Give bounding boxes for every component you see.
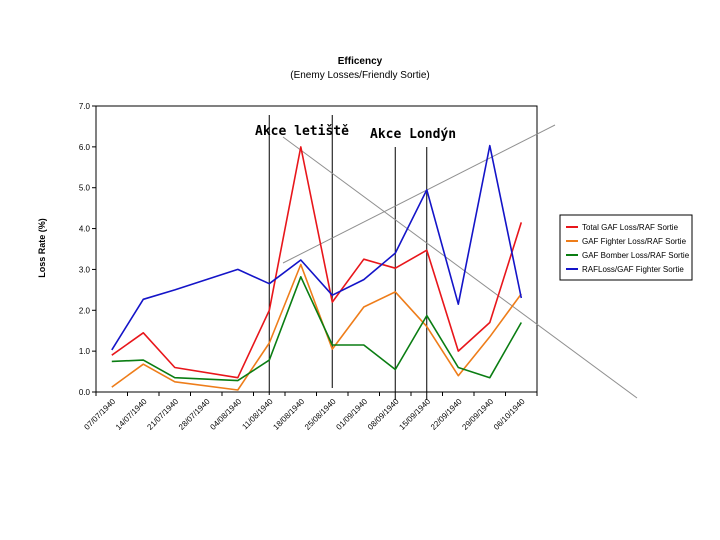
x-tick-label: 08/09/1940 [366,397,401,432]
series-line-3 [111,275,522,382]
y-tick-label: 2.0 [79,306,91,315]
x-tick-label: 25/08/1940 [303,397,338,432]
x-tick-label: 29/09/1940 [460,397,495,432]
y-tick-label: 6.0 [79,143,91,152]
x-tick-label: 14/07/1940 [114,397,149,432]
legend-label: RAFLoss/GAF Fighter Sortie [582,265,684,274]
series-lines [111,144,523,391]
x-tick-label: 22/09/1940 [429,397,464,432]
x-tick-label: 01/09/1940 [334,397,369,432]
legend-label: GAF Fighter Loss/RAF Sortie [582,237,687,246]
legend-label: GAF Bomber Loss/RAF Sortie [582,251,690,260]
trend-lines [282,124,638,399]
y-tick-label: 7.0 [79,102,91,111]
chart-subtitle: (Enemy Losses/Friendly Sortie) [290,70,430,81]
plot-area-border [95,105,538,393]
chart-title: Efficency [338,56,383,67]
y-tick-label: 0.0 [79,388,91,397]
trend-line-falling [282,136,638,399]
x-tick-label: 18/08/1940 [271,397,306,432]
annotation-akce-londyn: Akce Londýn [370,127,456,142]
x-tick-label: 07/07/1940 [82,397,117,432]
axes [95,105,538,393]
x-ticks: 07/07/194014/07/194021/07/194028/07/1940… [82,392,538,432]
x-tick-label: 06/10/1940 [492,397,527,432]
annotation-akce-letiste: Akce letiště [255,124,349,139]
y-tick-label: 3.0 [79,265,91,274]
series-line-4 [111,144,523,351]
y-tick-label: 4.0 [79,225,91,234]
x-tick-label: 28/07/1940 [177,397,212,432]
y-tick-label: 5.0 [79,184,91,193]
series-line-2 [111,263,522,391]
x-tick-label: 21/07/1940 [145,397,180,432]
legend-box [559,214,693,281]
legend-label: Total GAF Loss/RAF Sortie [582,223,679,232]
series-line-1 [111,146,523,379]
x-tick-label: 04/08/1940 [208,397,243,432]
y-tick-label: 1.0 [79,347,91,356]
legend: Total GAF Loss/RAF Sortie GAF Fighter Los… [559,214,693,281]
x-tick-label: 11/08/1940 [240,397,275,432]
trend-line-rising [282,124,556,264]
y-ticks: 0.0 1.0 2.0 3.0 4.0 5.0 6.0 7.0 [79,102,96,397]
x-tick-label: 15/09/1940 [397,397,432,432]
y-axis-label: Loss Rate (%) [37,218,47,278]
